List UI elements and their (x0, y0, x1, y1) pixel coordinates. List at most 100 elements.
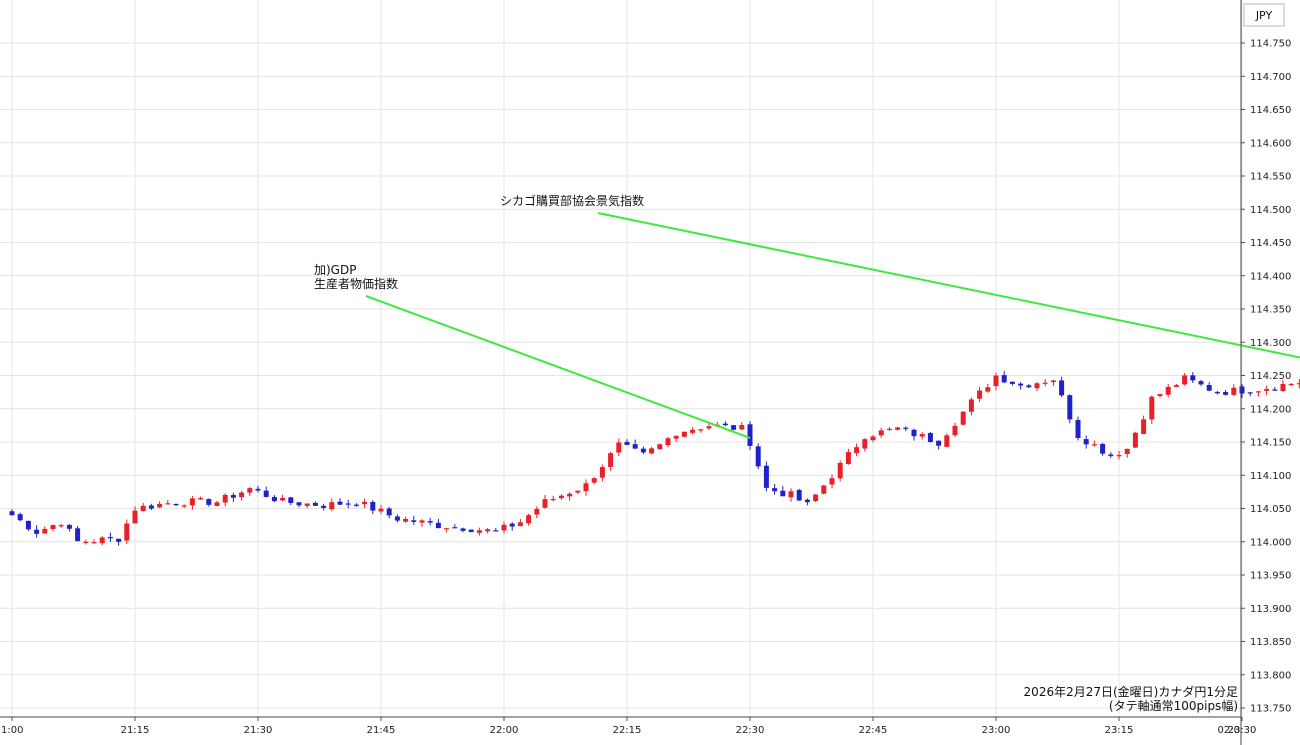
candle-body (616, 442, 622, 453)
candle (99, 536, 105, 546)
candle (886, 427, 892, 432)
candle (403, 516, 409, 523)
candle (288, 496, 294, 506)
candle-body (9, 511, 15, 516)
candle (1083, 435, 1089, 449)
candle (616, 438, 622, 456)
candle-body (493, 530, 499, 532)
candle (296, 501, 302, 508)
candle (1157, 393, 1163, 398)
candle (362, 498, 368, 509)
candle-body (148, 505, 154, 509)
y-tick-label: 114.650 (1250, 105, 1291, 116)
y-tick-label: 114.500 (1250, 205, 1291, 216)
candle (42, 526, 48, 534)
candle-body (837, 462, 843, 479)
candle-body (1190, 375, 1196, 381)
candle-body (804, 499, 810, 503)
candle-body (517, 522, 523, 527)
candle (124, 519, 130, 544)
candle (58, 524, 64, 529)
candle-body (239, 492, 245, 498)
y-tick-label: 114.350 (1250, 305, 1291, 316)
candle (394, 514, 400, 523)
candle (34, 525, 40, 538)
candle-body (1239, 386, 1245, 394)
candle-body (362, 501, 368, 505)
x-tick-label: 22:15 (613, 725, 642, 736)
candle (353, 503, 359, 508)
y-tick-label: 114.600 (1250, 138, 1291, 149)
candle-body (936, 440, 942, 446)
candle (903, 426, 909, 432)
candle-body (673, 435, 679, 439)
annotation-text: 加)GDP (314, 263, 356, 277)
candle-body (690, 429, 696, 433)
candle (747, 420, 753, 450)
candle (813, 494, 819, 503)
candle-body (772, 488, 778, 492)
y-tick-label: 113.950 (1250, 571, 1291, 582)
candle (985, 383, 991, 393)
candle (550, 495, 556, 502)
candle (944, 433, 950, 448)
candle-body (927, 433, 933, 442)
candle (263, 486, 269, 498)
candle (378, 505, 384, 515)
candle (731, 424, 737, 431)
candle-body (1132, 432, 1138, 448)
candle-body (657, 444, 663, 450)
candle-body (280, 497, 286, 501)
candle-body (1026, 385, 1032, 388)
candle (567, 492, 573, 501)
candle-body (681, 431, 687, 437)
candle (148, 503, 154, 510)
candle-body (1042, 382, 1048, 384)
candle-body (944, 435, 950, 447)
candle (230, 492, 236, 502)
x-tick-label: 21:45 (367, 725, 396, 736)
x-tick-label: 22:00 (490, 725, 519, 736)
candle (247, 486, 253, 497)
candle (763, 461, 769, 492)
candle-body (747, 424, 753, 446)
candle-body (1018, 383, 1024, 386)
candle (1018, 382, 1024, 390)
x-tick-label: 21:30 (244, 725, 273, 736)
candle-body (1091, 444, 1097, 446)
candle (542, 494, 548, 509)
candle-body (91, 542, 97, 544)
candle (1190, 372, 1196, 383)
candle (50, 524, 56, 532)
candle (452, 524, 458, 529)
candle-body (1198, 381, 1204, 385)
candle-body (321, 505, 327, 508)
candle-body (624, 441, 630, 445)
candle-body (1141, 419, 1147, 434)
candle (1067, 394, 1073, 424)
candle-body (599, 467, 605, 478)
chart-caption-line1: 2026年2月27日(金曜日)カナダ円1分足 (1024, 684, 1238, 699)
candle (936, 440, 942, 450)
candle (1272, 387, 1278, 391)
candle (640, 446, 646, 455)
candle-body (312, 502, 318, 506)
candle-body (1288, 383, 1294, 386)
candle (919, 432, 925, 440)
candle-body (132, 510, 138, 524)
candle (845, 448, 851, 465)
candle (1280, 379, 1286, 392)
candle-body (304, 503, 310, 506)
candle (977, 386, 983, 402)
candle (206, 498, 212, 507)
candle (280, 494, 286, 502)
candle (517, 519, 523, 527)
candle (312, 501, 318, 506)
candle (878, 427, 884, 438)
candle (1296, 378, 1300, 389)
candle-body (722, 423, 728, 426)
candle-body (575, 490, 581, 493)
